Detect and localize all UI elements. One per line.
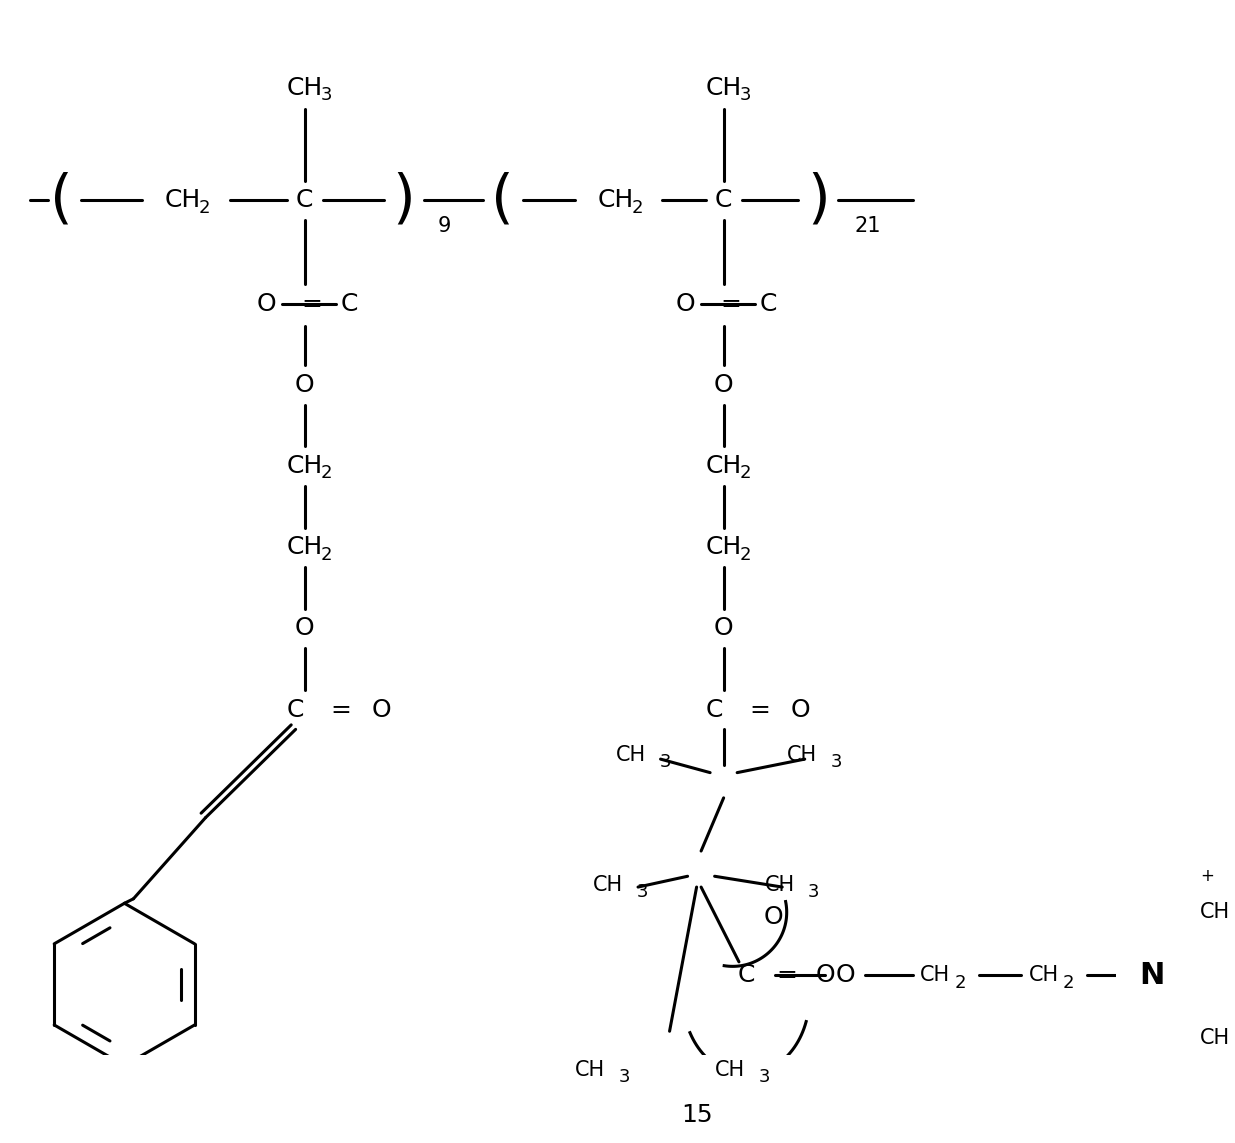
Text: C: C (706, 697, 724, 721)
Text: ): ) (393, 171, 415, 229)
Text: 3: 3 (637, 884, 648, 902)
Text: 3: 3 (830, 753, 842, 770)
Text: 2: 2 (740, 464, 751, 482)
Text: CH: CH (287, 454, 322, 478)
Text: 3: 3 (659, 753, 671, 770)
Text: CH: CH (920, 966, 951, 985)
Text: O: O (714, 373, 734, 397)
Text: =: = (750, 697, 771, 721)
Text: CH: CH (593, 876, 624, 895)
Text: CH: CH (715, 1060, 745, 1080)
Text: C: C (296, 189, 314, 213)
Text: =: = (777, 964, 797, 988)
Text: 3: 3 (758, 1069, 769, 1086)
Text: CH: CH (1199, 902, 1230, 922)
Text: =: = (301, 293, 322, 317)
Text: CH: CH (705, 75, 742, 99)
Text: CH: CH (705, 454, 742, 478)
Text: CH: CH (787, 744, 818, 765)
Text: 2: 2 (321, 464, 332, 482)
Text: C: C (737, 964, 755, 988)
Text: (: ( (492, 171, 514, 229)
Text: 15: 15 (680, 1103, 713, 1127)
Text: C: C (341, 293, 358, 317)
Text: 21: 21 (855, 216, 881, 235)
Text: 9: 9 (437, 216, 451, 235)
Text: =: = (720, 293, 741, 317)
Text: CH: CH (287, 535, 322, 559)
Text: CH: CH (598, 189, 634, 213)
Text: 2: 2 (631, 199, 643, 217)
Text: N: N (1139, 961, 1165, 990)
Text: C: C (287, 697, 304, 721)
Text: CH: CH (576, 1060, 605, 1080)
Text: 2: 2 (199, 199, 210, 217)
Text: 2: 2 (740, 545, 751, 563)
Text: CH: CH (616, 744, 646, 765)
Text: C: C (760, 293, 777, 317)
Text: (: ( (49, 171, 73, 229)
Text: ): ) (806, 171, 830, 229)
Text: O: O (714, 616, 734, 640)
Text: 3: 3 (321, 86, 332, 104)
Text: CH: CH (1029, 966, 1058, 985)
Text: O: O (372, 697, 391, 721)
Text: 2: 2 (1063, 974, 1074, 992)
Text: CH: CH (1199, 1029, 1230, 1048)
Text: 3: 3 (619, 1069, 630, 1086)
Text: CH: CH (287, 75, 322, 99)
Text: CH: CH (705, 535, 742, 559)
Text: 3: 3 (740, 86, 751, 104)
Text: O: O (815, 964, 835, 988)
Text: 2: 2 (955, 974, 966, 992)
Text: 3: 3 (808, 884, 820, 902)
Text: =: = (330, 697, 351, 721)
Text: O: O (676, 293, 695, 317)
Text: O: O (763, 905, 783, 929)
Text: CH: CH (764, 876, 794, 895)
Text: O: O (790, 697, 810, 721)
Text: O: O (295, 373, 315, 397)
Text: O: O (835, 964, 855, 988)
Text: 2: 2 (321, 545, 332, 563)
Text: C: C (715, 189, 732, 213)
Text: CH: CH (164, 189, 201, 213)
Text: O: O (257, 293, 277, 317)
Text: +: + (1200, 868, 1214, 886)
Text: O: O (295, 616, 315, 640)
